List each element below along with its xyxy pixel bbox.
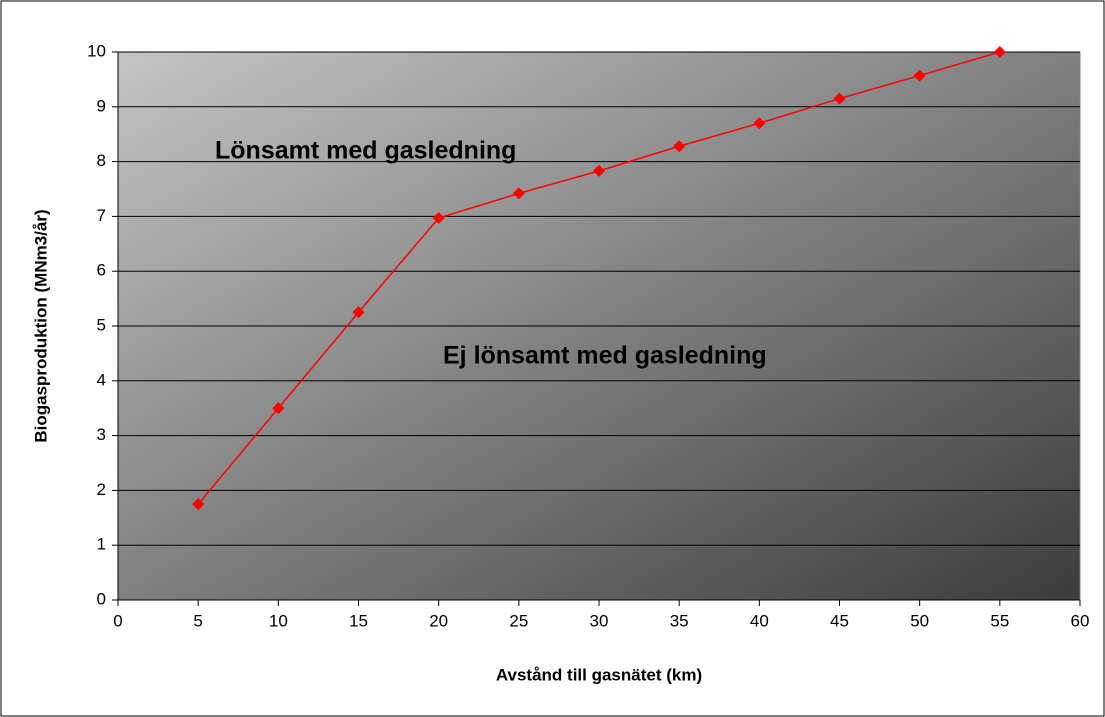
y-tick-label: 5 — [97, 315, 106, 334]
marker — [432, 212, 445, 225]
annotation: Ej lönsamt med gasledning — [443, 342, 767, 370]
y-tick-label: 0 — [97, 589, 106, 608]
x-tick-label: 25 — [509, 611, 528, 630]
x-tick-label: 30 — [590, 611, 609, 630]
y-tick-label: 10 — [87, 41, 106, 60]
marker — [512, 187, 525, 200]
x-tick-label: 20 — [429, 611, 448, 630]
x-tick-label: 15 — [349, 611, 368, 630]
x-tick-label: 50 — [910, 611, 929, 630]
y-tick-label: 7 — [97, 206, 106, 225]
y-tick-label: 4 — [97, 370, 106, 389]
marker — [753, 117, 766, 130]
marker — [352, 306, 365, 319]
annotation: Lönsamt med gasledning — [215, 137, 516, 165]
x-tick-label: 5 — [193, 611, 202, 630]
y-tick-label: 1 — [97, 535, 106, 554]
marker — [993, 46, 1006, 58]
x-tick-label: 55 — [990, 611, 1009, 630]
x-tick-label: 45 — [830, 611, 849, 630]
x-tick-label: 0 — [113, 611, 122, 630]
y-axis-label: Biogasproduktion (MNm3/år) — [31, 209, 50, 442]
y-tick-label: 6 — [97, 261, 106, 280]
marker — [192, 498, 205, 511]
marker — [833, 92, 846, 105]
x-tick-label: 40 — [750, 611, 769, 630]
y-tick-label: 3 — [97, 425, 106, 444]
x-tick-label: 60 — [1071, 611, 1090, 630]
marker — [272, 402, 285, 415]
marker — [593, 164, 605, 177]
marker — [913, 69, 926, 82]
x-axis-label: Avstånd till gasnätet (km) — [496, 665, 702, 684]
y-tick-label: 8 — [97, 151, 106, 170]
marker — [673, 140, 686, 153]
x-tick-label: 35 — [670, 611, 689, 630]
x-tick-label: 10 — [269, 611, 288, 630]
y-tick-label: 9 — [97, 96, 106, 115]
y-tick-label: 2 — [97, 480, 106, 499]
